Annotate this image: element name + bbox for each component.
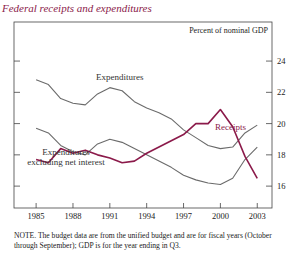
- frame: [14, 22, 272, 208]
- x-tick-label: 1991: [101, 211, 118, 221]
- x-tick: [109, 203, 110, 208]
- y-tick: [266, 61, 272, 62]
- series-label: Expenditures: [96, 72, 144, 82]
- x-tick: [72, 203, 73, 208]
- y-tick-label: 16: [277, 181, 286, 191]
- y-tick: [14, 123, 20, 124]
- note: NOTE. The budget data are from the unifi…: [14, 231, 284, 250]
- x-tick-label: 1988: [64, 211, 81, 221]
- y-tick-label: 22: [277, 87, 286, 97]
- title: Federal receipts and expenditures: [1, 2, 152, 14]
- y-tick-label: 18: [277, 150, 286, 160]
- x-tick: [257, 203, 258, 208]
- x-tick: [183, 203, 184, 208]
- y-tick-label: 24: [277, 56, 286, 66]
- y-tick: [266, 154, 272, 155]
- x-tick-label: 2000: [212, 211, 229, 221]
- chart: Federal receipts and expenditures Percent…: [0, 0, 298, 261]
- series-label: Receipts: [215, 122, 246, 132]
- y-tick: [14, 61, 20, 62]
- y-tick: [14, 92, 20, 93]
- y-tick: [266, 123, 272, 124]
- x-tick: [146, 203, 147, 208]
- x-tick-label: 1994: [138, 211, 156, 221]
- y-tick: [14, 154, 20, 155]
- x-tick-label: 1997: [175, 211, 192, 221]
- plot-area: [36, 80, 257, 185]
- x-tick: [220, 203, 221, 208]
- y-tick-label: 20: [277, 119, 286, 129]
- series-line: [36, 110, 257, 179]
- y-axis-label: Percent of nominal GDP: [189, 26, 268, 35]
- y-tick: [14, 186, 20, 187]
- y-tick: [266, 92, 272, 93]
- series-label: Expendituresexcluding net interest: [27, 147, 105, 167]
- y-tick: [266, 186, 272, 187]
- x-tick-label: 2003: [249, 211, 266, 221]
- x-tick-label: 1985: [28, 211, 45, 221]
- x-tick: [36, 203, 37, 208]
